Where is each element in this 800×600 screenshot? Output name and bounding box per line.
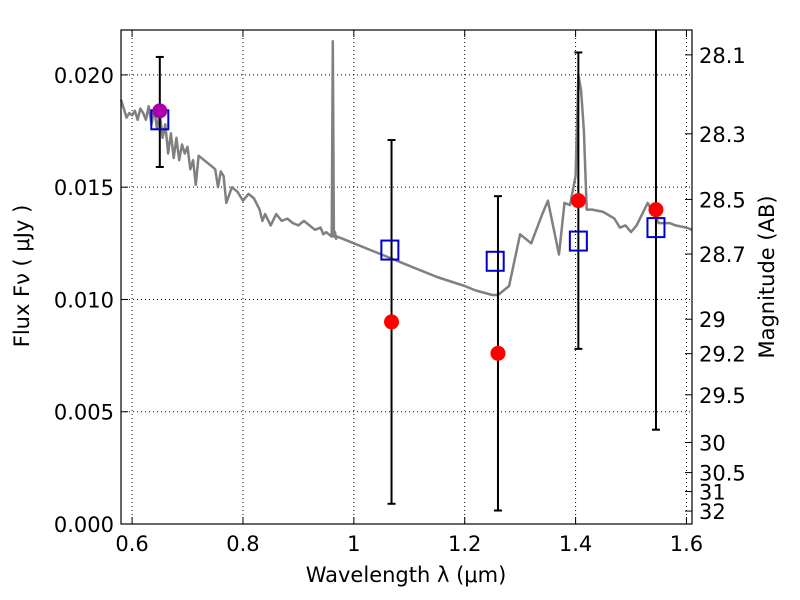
x-axis-title: Wavelength λ (μm) <box>306 563 507 587</box>
x-tick-label: 0.8 <box>226 532 259 556</box>
y-tick-label: 0.015 <box>54 176 114 200</box>
x-tick-label: 1 <box>347 532 360 556</box>
magnitude-tick-label: 28.1 <box>699 44 746 68</box>
right-axis-title: Magnitude (AB) <box>755 195 779 358</box>
magnitude-tick-label: 28.5 <box>699 188 746 212</box>
observed-flux-point <box>384 314 400 330</box>
observed-flux-layer <box>152 103 664 361</box>
model-photometry-square <box>380 239 400 261</box>
x-tick-label: 1.2 <box>448 532 481 556</box>
observed-flux-point <box>490 345 506 361</box>
plot-frame <box>120 29 693 525</box>
tick-labels: 0.6 0.8 1 1.2 1.4 1.6 0.000 0.005 0.010 0.015 0.02… <box>54 44 746 556</box>
model-photometry-square <box>568 230 588 252</box>
y-axis-title: Flux Fν ( μJy ) <box>10 205 34 348</box>
magnitude-tick-label: 29 <box>699 308 726 332</box>
magnitude-tick-label: 30.5 <box>699 462 746 486</box>
model-photometry-square <box>646 217 666 239</box>
model-photometry-layer <box>150 109 666 272</box>
observed-flux-point <box>648 202 664 218</box>
magnitude-tick-label: 28.3 <box>699 123 746 147</box>
magnitude-tick-label: 30 <box>699 431 726 455</box>
model-photometry-square <box>485 250 505 272</box>
y-tick-label: 0.005 <box>54 401 114 425</box>
y-tick-label: 0.010 <box>54 288 114 312</box>
magnitude-tick-label: 32 <box>699 500 726 524</box>
tick-marks <box>121 30 692 525</box>
y-tick-label: 0.000 <box>54 513 114 537</box>
magnitude-tick-label: 29.2 <box>699 343 746 367</box>
x-tick-label: 1.4 <box>559 532 592 556</box>
x-tick-label: 1.6 <box>670 532 703 556</box>
magnitude-tick-label: 31 <box>699 481 726 505</box>
magnitude-tick-label: 29.5 <box>699 384 746 408</box>
y-tick-label: 0.020 <box>54 64 114 88</box>
observed-flux-point <box>570 193 586 209</box>
magnitude-tick-label: 28.7 <box>699 243 746 267</box>
observed-flux-point <box>152 103 168 119</box>
x-tick-label: 0.6 <box>115 532 148 556</box>
